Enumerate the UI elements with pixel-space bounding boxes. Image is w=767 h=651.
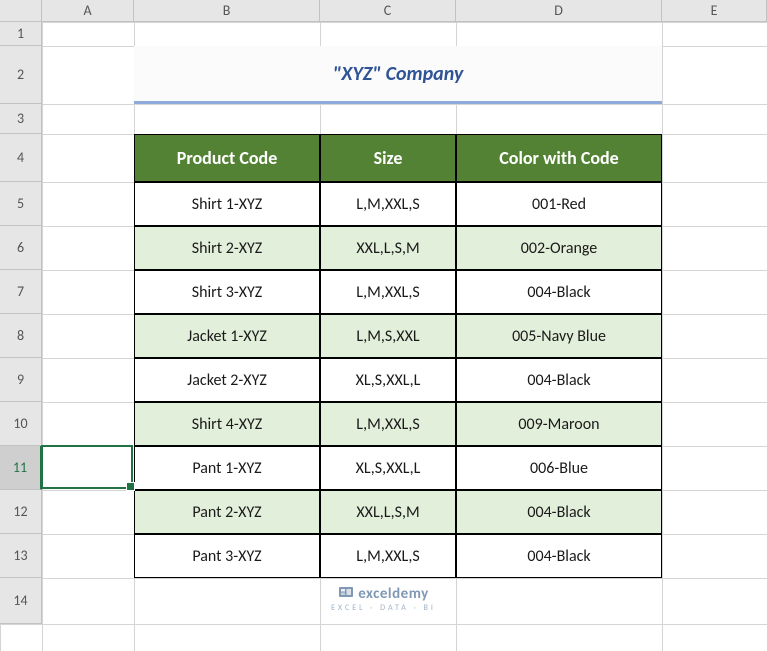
table-cell[interactable]: XL,S,XXL,L <box>320 358 456 402</box>
table-cell[interactable]: 004-Black <box>456 358 662 402</box>
table-cell[interactable]: 004-Black <box>456 270 662 314</box>
row-header-14[interactable]: 14 <box>0 578 42 624</box>
table-cell[interactable]: XXL,L,S,M <box>320 226 456 270</box>
table-cell[interactable]: Jacket 2-XYZ <box>134 358 320 402</box>
selectall-corner[interactable] <box>0 0 42 22</box>
row-header-1[interactable]: 1 <box>0 22 42 46</box>
row-header-4[interactable]: 4 <box>0 134 42 182</box>
table-cell[interactable]: Pant 2-XYZ <box>134 490 320 534</box>
spreadsheet-sheet: ABCDE 1234567891011121314 "XYZ" CompanyP… <box>0 0 767 651</box>
row-header-11[interactable]: 11 <box>0 446 42 490</box>
table-header-2[interactable]: Color with Code <box>456 134 662 182</box>
col-header-C[interactable]: C <box>320 0 456 22</box>
table-cell[interactable]: Shirt 2-XYZ <box>134 226 320 270</box>
column-headers: ABCDE <box>0 0 767 22</box>
table-cell[interactable]: 006-Blue <box>456 446 662 490</box>
row-header-3[interactable]: 3 <box>0 104 42 134</box>
table-header-1[interactable]: Size <box>320 134 456 182</box>
table-cell[interactable]: 001-Red <box>456 182 662 226</box>
company-title[interactable]: "XYZ" Company <box>134 46 662 104</box>
table-cell[interactable]: Shirt 4-XYZ <box>134 402 320 446</box>
table-cell[interactable]: L,M,XXL,S <box>320 182 456 226</box>
row-headers: 1234567891011121314 <box>0 22 42 624</box>
table-header-0[interactable]: Product Code <box>134 134 320 182</box>
table-cell[interactable]: 009-Maroon <box>456 402 662 446</box>
col-header-A[interactable]: A <box>42 0 134 22</box>
watermark-brand: exceldemy <box>358 585 429 603</box>
table-cell[interactable]: 004-Black <box>456 534 662 578</box>
row-header-2[interactable]: 2 <box>0 46 42 104</box>
table-cell[interactable]: L,M,XXL,S <box>320 402 456 446</box>
row-header-12[interactable]: 12 <box>0 490 42 534</box>
row-header-13[interactable]: 13 <box>0 534 42 578</box>
row-header-7[interactable]: 7 <box>0 270 42 314</box>
table-cell[interactable]: Shirt 1-XYZ <box>134 182 320 226</box>
table-cell[interactable]: Pant 3-XYZ <box>134 534 320 578</box>
table-cell[interactable]: L,M,S,XXL <box>320 314 456 358</box>
row-header-8[interactable]: 8 <box>0 314 42 358</box>
table-cell[interactable]: Pant 1-XYZ <box>134 446 320 490</box>
table-cell[interactable]: XXL,L,S,M <box>320 490 456 534</box>
table-cell[interactable]: 002-Orange <box>456 226 662 270</box>
row-header-10[interactable]: 10 <box>0 402 42 446</box>
row-header-6[interactable]: 6 <box>0 226 42 270</box>
table-cell[interactable]: L,M,XXL,S <box>320 270 456 314</box>
col-header-D[interactable]: D <box>456 0 662 22</box>
table-cell[interactable]: Jacket 1-XYZ <box>134 314 320 358</box>
row-header-5[interactable]: 5 <box>0 182 42 226</box>
table-cell[interactable]: L,M,XXL,S <box>320 534 456 578</box>
table-cell[interactable]: XL,S,XXL,L <box>320 446 456 490</box>
watermark-logo: exceldemy EXCEL · DATA · BI <box>0 584 767 613</box>
table-cell[interactable]: Shirt 3-XYZ <box>134 270 320 314</box>
col-header-E[interactable]: E <box>662 0 767 22</box>
row-header-9[interactable]: 9 <box>0 358 42 402</box>
watermark-tagline: EXCEL · DATA · BI <box>0 603 767 613</box>
table-cell[interactable]: 005-Navy Blue <box>456 314 662 358</box>
table-cell[interactable]: 004-Black <box>456 490 662 534</box>
col-header-B[interactable]: B <box>134 0 320 22</box>
